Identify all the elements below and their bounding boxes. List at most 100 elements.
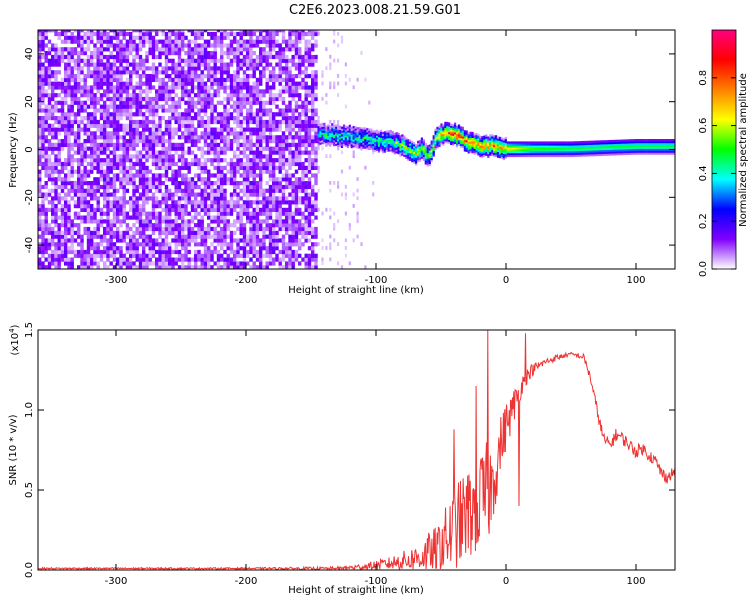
spectrogram-cell — [106, 96, 110, 102]
spectrogram-cell — [93, 112, 97, 117]
spectrogram-cell — [116, 116, 120, 121]
spectrogram-cell — [223, 66, 227, 71]
spectrogram-cell — [177, 43, 182, 48]
spectrogram-cell — [138, 158, 143, 163]
spectrogram-cell — [233, 219, 237, 224]
spectrogram-cell — [138, 215, 143, 220]
spectrogram-cell — [70, 219, 74, 224]
spectrogram-cell — [119, 238, 123, 243]
spectrogram-cell — [145, 261, 149, 266]
signal-trace-cell — [401, 143, 404, 147]
spectrogram-cell — [190, 158, 195, 163]
spectrogram-cell — [158, 47, 162, 52]
spectrogram-cell — [187, 131, 191, 136]
spectrogram-cell — [119, 261, 123, 266]
spectrogram-cell — [125, 104, 130, 109]
spectrogram-cell — [187, 196, 191, 201]
spectrogram-cell — [275, 196, 279, 201]
spectrogram-cell — [262, 89, 266, 94]
spectrogram-cell — [356, 188, 359, 193]
signal-trace-cell — [387, 132, 390, 135]
spectrogram-cell — [164, 219, 169, 224]
spectrogram-cell — [252, 161, 256, 167]
spectrogram-cell — [132, 211, 136, 216]
spectrogram-cell — [158, 265, 162, 269]
spectrogram-cell — [77, 204, 81, 209]
spectrogram-cell — [233, 74, 237, 79]
spectrogram-cell — [135, 100, 139, 105]
spectrogram-cell — [148, 47, 152, 52]
spectrogram-cell — [171, 104, 175, 109]
signal-trace-cell — [364, 142, 367, 145]
spectrogram-cell — [155, 31, 159, 37]
spectrogram-cell — [194, 154, 198, 159]
signal-trace-cell — [331, 132, 334, 136]
spectrogram-cell — [275, 257, 279, 262]
spectrogram-cell — [291, 200, 295, 205]
spectrogram-cell — [51, 93, 55, 98]
spectrogram-cell — [200, 104, 204, 109]
spectrogram-cell — [294, 35, 299, 40]
spectrogram-cell — [158, 261, 162, 266]
signal-trace-cell — [317, 141, 320, 144]
spectrogram-cell — [275, 31, 279, 37]
spectrogram-cell — [116, 146, 120, 151]
signal-trace-cell — [381, 143, 385, 146]
spectrogram-cell — [272, 169, 276, 174]
spectrogram-cell — [122, 204, 126, 209]
spectrogram-cell — [155, 47, 159, 52]
spectrogram-cell — [242, 204, 247, 209]
signal-trace-cell — [335, 130, 338, 133]
spectrogram-cell — [177, 265, 182, 269]
signal-trace-cell — [348, 141, 351, 145]
signal-trace-cell — [356, 134, 359, 138]
spectrogram-cell — [252, 62, 256, 67]
spectrogram-cell — [262, 127, 266, 132]
spectrogram-cell — [116, 119, 120, 125]
spectrogram-cell — [54, 100, 58, 105]
spectrogram-cell — [333, 226, 336, 231]
spectrogram-cell — [265, 142, 269, 147]
spectrogram-cell — [210, 81, 214, 86]
signal-trace-cell — [335, 143, 338, 146]
spectrogram-cell — [155, 100, 159, 105]
signal-trace-cell — [413, 146, 416, 149]
spectrogram-cell — [262, 211, 266, 216]
spectrogram-cell — [226, 70, 230, 75]
spectrogram-cell — [304, 253, 308, 258]
spectrogram-cell — [216, 165, 221, 170]
spectrogram-cell — [307, 226, 312, 232]
spectrogram-cell — [281, 249, 286, 255]
spectrogram-cell — [200, 207, 204, 212]
spectrogram-cell — [275, 219, 279, 224]
spectrogram-cell — [129, 238, 133, 243]
spectrogram-cell — [67, 62, 71, 67]
spectrogram-cell — [142, 265, 146, 269]
spectrogram-cell — [67, 131, 71, 136]
spectrogram-cell — [109, 77, 113, 82]
signal-trace-cell — [346, 143, 349, 146]
spectrogram-cell — [239, 246, 243, 251]
spectrogram-cell — [226, 131, 230, 136]
spectrogram-cell — [288, 58, 292, 63]
signal-trace-cell — [428, 148, 431, 151]
signal-trace-cell — [391, 142, 394, 145]
spectrogram-cell — [294, 169, 299, 174]
spectrogram-cell — [57, 85, 61, 90]
spectrogram-cell — [86, 226, 91, 232]
spectrogram-cell — [151, 253, 156, 258]
spectrogram-cell — [168, 192, 172, 197]
signal-trace-cell — [397, 134, 400, 137]
spectrogram-cell — [184, 192, 188, 197]
spectrogram-cell — [64, 173, 68, 178]
spectrogram-cell — [340, 39, 344, 44]
spectrogram-cell — [301, 58, 305, 63]
spectrogram-cell — [151, 142, 156, 147]
signal-trace-cell — [337, 129, 340, 132]
spectrogram-cell — [229, 58, 234, 63]
spectrogram-cell — [307, 219, 312, 224]
spectrogram-cell — [278, 58, 282, 63]
spectrogram-cell — [138, 66, 143, 71]
spectrogram-cell — [77, 158, 81, 163]
signal-trace-cell — [377, 138, 381, 141]
